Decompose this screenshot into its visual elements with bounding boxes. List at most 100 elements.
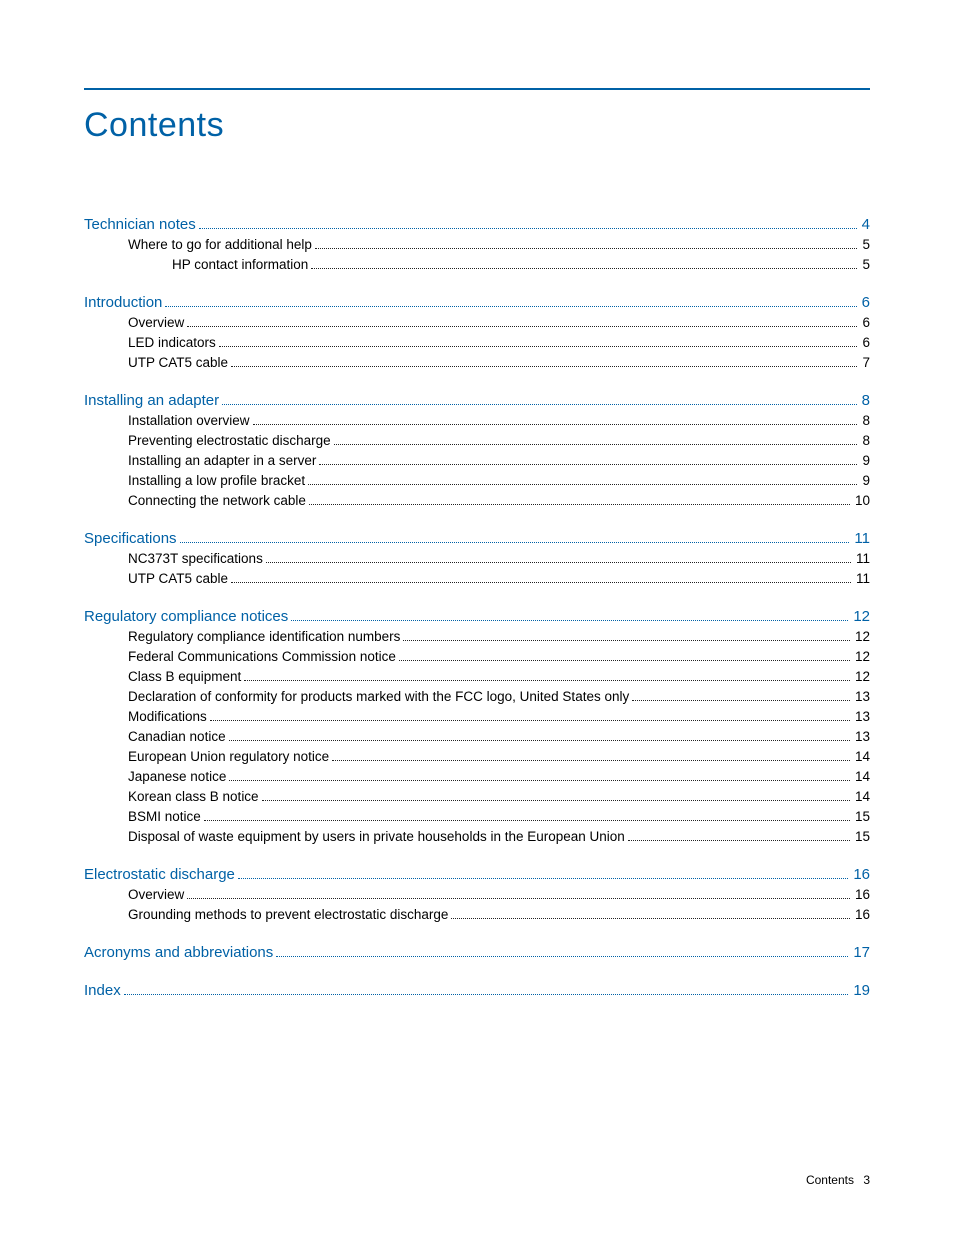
toc-entry[interactable]: Grounding methods to prevent electrostat… [128,905,870,925]
toc-entry[interactable]: Korean class B notice14 [128,787,870,807]
toc-entry-page: 11 [852,529,870,549]
document-page: Contents Technician notes4Where to go fo… [0,0,954,1235]
toc-entry-label: Class B equipment [128,667,241,687]
toc-entry-page: 8 [860,411,870,431]
toc-entry[interactable]: UTP CAT5 cable11 [128,569,870,589]
toc-entry[interactable]: Connecting the network cable10 [128,491,870,511]
toc-dot-leader [238,878,848,879]
toc-dot-leader [291,620,848,621]
toc-entry-label: Acronyms and abbreviations [84,943,273,963]
toc-entry[interactable]: Preventing electrostatic discharge 8 [128,431,870,451]
toc-entry-page: 11 [854,569,870,589]
toc-section: Regulatory compliance notices12Regulator… [84,607,870,847]
toc-entry-label: Declaration of conformity for products m… [128,687,629,707]
toc-section: Technician notes4Where to go for additio… [84,215,870,275]
toc-dot-leader [315,248,858,249]
toc-section-head[interactable]: Specifications 11 [84,529,870,549]
toc-entry-label: Index [84,981,121,1001]
toc-dot-leader [124,994,849,995]
toc-entry-label: NC373T specifications [128,549,263,569]
toc-entry[interactable]: Installation overview8 [128,411,870,431]
toc-entry[interactable]: Japanese notice14 [128,767,870,787]
toc-section-head[interactable]: Installing an adapter 8 [84,391,870,411]
toc-entry-label: Technician notes [84,215,196,235]
toc-entry-page: 12 [853,627,870,647]
toc-entry-page: 8 [860,431,870,451]
toc-entry[interactable]: Installing an adapter in a server9 [128,451,870,471]
toc-entry-page: 17 [851,943,870,963]
toc-entry[interactable]: HP contact information5 [172,255,870,275]
toc-dot-leader [309,504,850,505]
toc-entry[interactable]: LED indicators6 [128,333,870,353]
toc-dot-leader [204,820,850,821]
toc-dot-leader [219,346,858,347]
toc-entry-page: 12 [853,647,870,667]
toc-entry[interactable]: Regulatory compliance identification num… [128,627,870,647]
toc-section-head[interactable]: Acronyms and abbreviations 17 [84,943,870,963]
toc-entry-label: Where to go for additional help [128,235,312,255]
toc-entry-page: 13 [853,727,870,747]
toc-dot-leader [244,680,850,681]
toc-entry-label: Regulatory compliance identification num… [128,627,400,647]
footer-page-number: 3 [863,1173,870,1187]
toc-entry[interactable]: Class B equipment12 [128,667,870,687]
toc-entry-label: Specifications [84,529,177,549]
toc-dot-leader [253,424,858,425]
toc-entry[interactable]: Overview16 [128,885,870,905]
toc-section-head[interactable]: Electrostatic discharge16 [84,865,870,885]
toc-dot-leader [229,780,850,781]
toc-entry-page: 16 [853,885,870,905]
toc-dot-leader [180,542,850,543]
toc-dot-leader [332,760,850,761]
footer-label: Contents [806,1173,854,1187]
toc-entry[interactable]: Declaration of conformity for products m… [128,687,870,707]
toc-dot-leader [632,700,850,701]
toc-section: Index 19 [84,981,870,1001]
toc-dot-leader [311,268,857,269]
toc-entry-page: 4 [860,215,870,235]
toc-entry-label: Installing an adapter in a server [128,451,316,471]
toc-entry-page: 16 [853,905,870,925]
page-footer: Contents 3 [806,1173,870,1187]
toc-entry-label: Introduction [84,293,162,313]
toc-dot-leader [231,582,851,583]
toc-dot-leader [222,404,857,405]
toc-dot-leader [451,918,850,919]
toc-section-head[interactable]: Introduction6 [84,293,870,313]
toc-dot-leader [334,444,858,445]
toc-entry[interactable]: Disposal of waste equipment by users in … [128,827,870,847]
toc-dot-leader [187,326,857,327]
toc-entry[interactable]: Modifications13 [128,707,870,727]
toc-entry-page: 16 [851,865,870,885]
toc-dot-leader [266,562,851,563]
toc-entry-label: UTP CAT5 cable [128,353,228,373]
toc-entry-page: 6 [860,313,870,333]
toc-entry[interactable]: Installing a low profile bracket9 [128,471,870,491]
toc-section-head[interactable]: Technician notes 4 [84,215,870,235]
toc-entry-label: Overview [128,313,184,333]
toc-entry-label: Regulatory compliance notices [84,607,288,627]
toc-entry[interactable]: Where to go for additional help5 [128,235,870,255]
toc-entry[interactable]: Overview 6 [128,313,870,333]
toc-entry[interactable]: Federal Communications Commission notice… [128,647,870,667]
toc-dot-leader [276,956,848,957]
toc-entry-page: 14 [853,747,870,767]
toc-entry-page: 19 [851,981,870,1001]
toc-section: Introduction6Overview 6LED indicators6UTP… [84,293,870,373]
toc-entry-label: Grounding methods to prevent electrostat… [128,905,448,925]
toc-section-head[interactable]: Regulatory compliance notices12 [84,607,870,627]
toc-dot-leader [187,898,850,899]
toc-entry[interactable]: NC373T specifications11 [128,549,870,569]
toc-entry[interactable]: BSMI notice15 [128,807,870,827]
toc-section: Installing an adapter 8Installation overv… [84,391,870,511]
toc-entry-page: 8 [860,391,870,411]
toc-dot-leader [262,800,850,801]
toc-entry-label: Installing a low profile bracket [128,471,305,491]
toc-entry-label: Canadian notice [128,727,226,747]
toc-entry-label: Installing an adapter [84,391,219,411]
toc-entry[interactable]: Canadian notice 13 [128,727,870,747]
toc-entry[interactable]: European Union regulatory notice14 [128,747,870,767]
toc-entry[interactable]: UTP CAT5 cable7 [128,353,870,373]
toc-section-head[interactable]: Index 19 [84,981,870,1001]
toc-entry-label: Preventing electrostatic discharge [128,431,331,451]
